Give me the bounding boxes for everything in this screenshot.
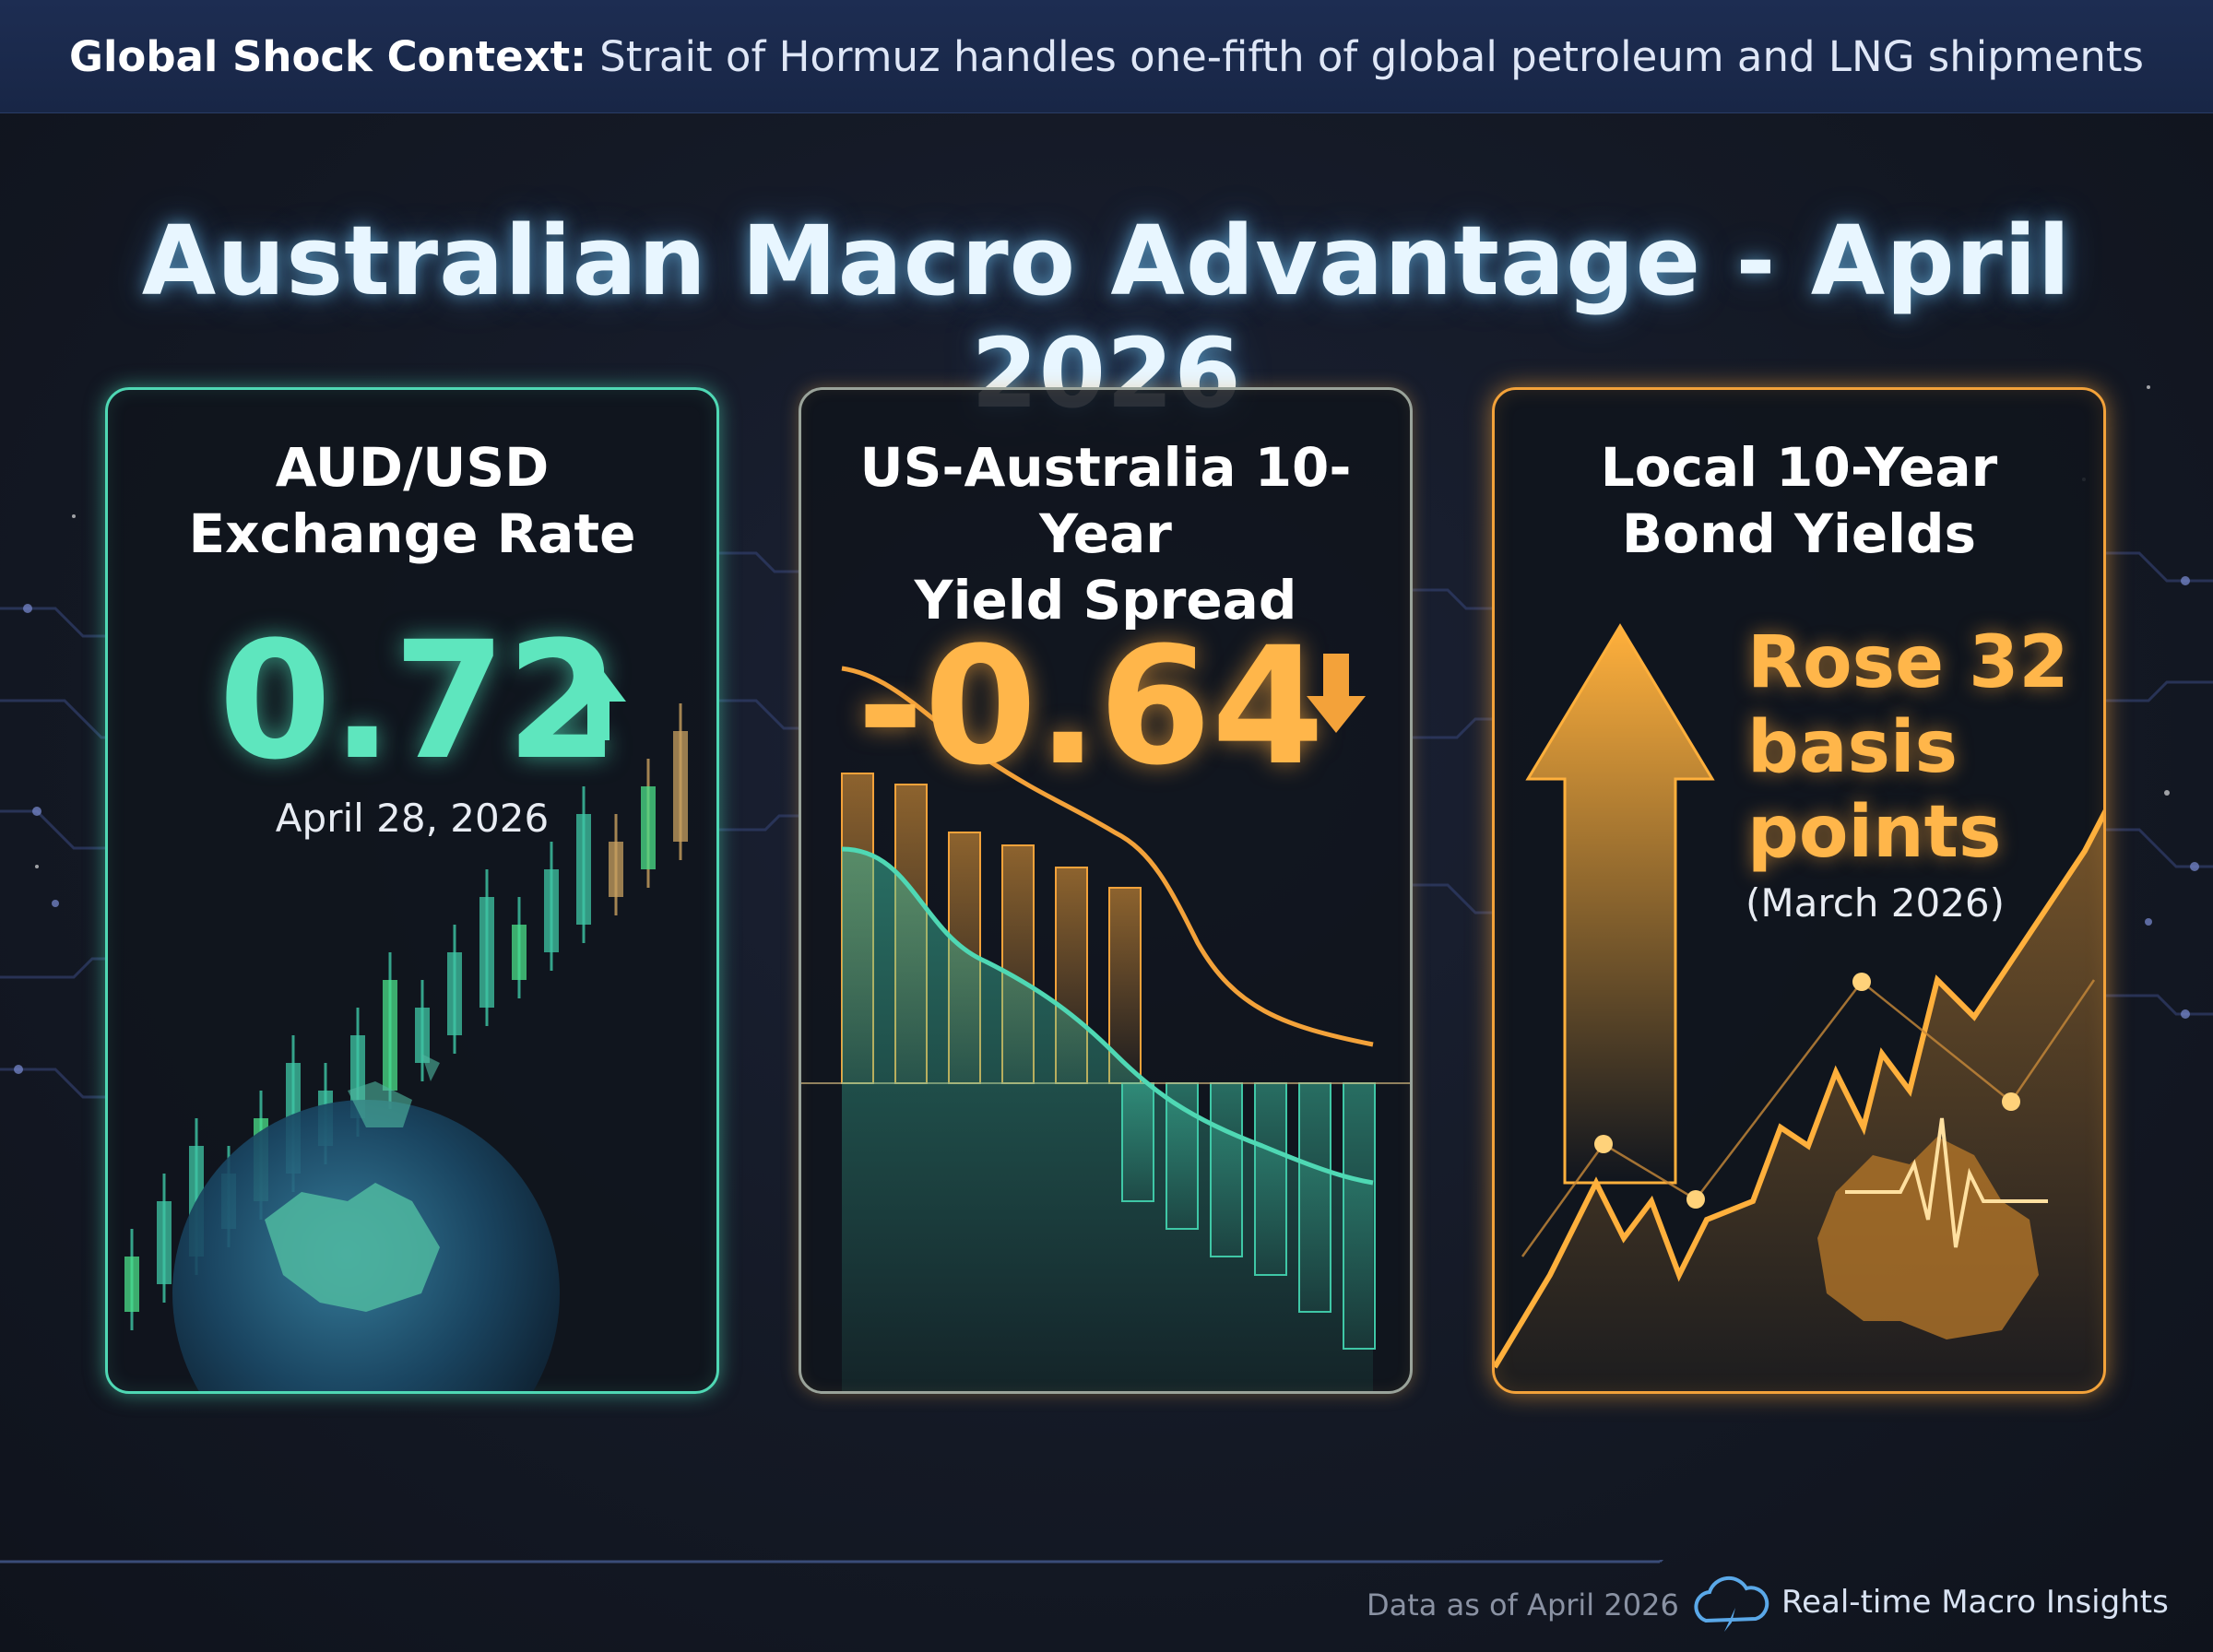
card-title: AUD/USD Exchange Rate <box>188 436 636 565</box>
aud-usd-value: 0.72 <box>219 607 620 796</box>
brand-name: Real-time Macro Insights <box>1781 1584 2169 1621</box>
page-title: Australian Macro Advantage - April 2026 <box>141 205 2072 430</box>
bond-chart-decoration <box>1495 623 2103 1391</box>
big-up-arrow-icon <box>1525 623 1715 1185</box>
candlestick-decoration <box>124 703 688 1391</box>
card-bond-yields: Local 10-Year Bond Yields Rose 32 basis … <box>1492 387 2106 1394</box>
arrow-up-icon <box>571 665 626 740</box>
context-banner: Global Shock Context: Strait of Hormuz h… <box>0 0 2213 113</box>
card-aud-usd: AUD/USD Exchange Rate 0.72 April 28, 202… <box>105 387 719 1394</box>
footer-divider <box>0 1560 1664 1564</box>
australia-icon <box>265 1183 440 1312</box>
australia-icon <box>1817 1137 2039 1339</box>
banner-label: Global Shock Context: <box>69 31 587 81</box>
card-title: Local 10-Year Bond Yields <box>1600 436 1998 565</box>
card-title: US-Australia 10-Year Yield Spread <box>859 436 1352 631</box>
yield-spread-value: -0.64 <box>857 612 1325 801</box>
cloud-compass-icon <box>1694 1575 1769 1632</box>
bond-yield-change: Rose 32 basis points <box>1747 621 2069 874</box>
data-as-of: Data as of April 2026 <box>1367 1587 1679 1622</box>
bond-yield-date: (March 2026) <box>1746 880 2006 926</box>
card-yield-spread: US-Australia 10-Year Yield Spread -0.64 <box>799 387 1413 1394</box>
spread-chart-decoration <box>801 666 1410 1391</box>
aud-usd-date: April 28, 2026 <box>275 796 550 841</box>
arrow-down-icon <box>1307 654 1366 733</box>
banner-text: Strait of Hormuz handles one-fifth of gl… <box>599 31 2144 81</box>
